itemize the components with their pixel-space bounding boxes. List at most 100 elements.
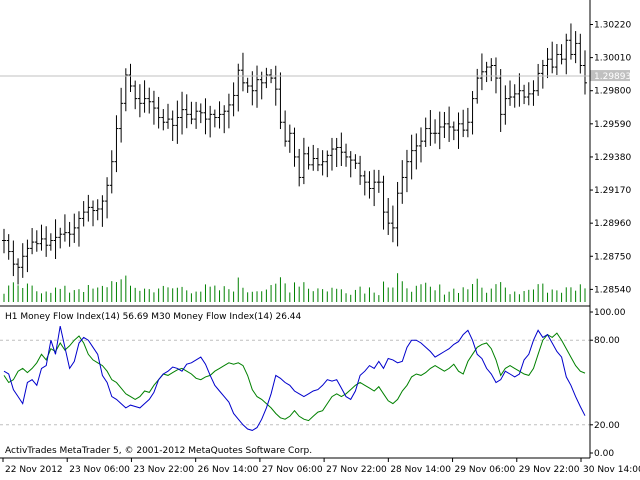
- mfi-h1-line: [3, 332, 586, 422]
- price-bar: [184, 94, 189, 129]
- price-bar: [554, 43, 559, 75]
- price-bar: [147, 87, 152, 114]
- time-tick-label: 28 Nov 14:00: [390, 465, 451, 475]
- price-bar: [344, 143, 349, 167]
- indicator-level-lines: [0, 339, 590, 426]
- indicator-label: H1 Money Flow Index(14) 56.69 M30 Money …: [5, 312, 302, 322]
- price-bar: [236, 63, 241, 112]
- price-bar: [334, 137, 339, 167]
- price-bar: [203, 98, 208, 135]
- price-bar: [461, 109, 466, 138]
- price-bar: [522, 84, 527, 105]
- price-bar: [194, 101, 199, 129]
- time-axis: 22 Nov 2012 23 Nov 06:00 23 Nov 22:00 26 No…: [2, 458, 640, 475]
- price-tick-label: 1.28540: [594, 285, 631, 295]
- price-bar: [278, 72, 283, 130]
- price-bar: [95, 199, 100, 221]
- price-tick-label: 1.29380: [594, 153, 631, 163]
- price-bar: [414, 133, 419, 170]
- mfi-m30-line: [3, 325, 586, 431]
- price-bar: [48, 233, 53, 251]
- price-bar: [287, 124, 292, 153]
- price-bar: [240, 52, 245, 92]
- price-bar: [25, 239, 30, 273]
- price-bar: [517, 73, 522, 107]
- price-bar: [105, 177, 110, 219]
- price-bars: [2, 23, 587, 285]
- price-bar: [175, 100, 180, 144]
- indicator-panel[interactable]: 100.00 80.00 20.00 0.00 H1 Money Flow Index…: [0, 308, 626, 459]
- price-bar: [128, 63, 133, 92]
- price-bar: [433, 119, 438, 144]
- price-bar: [489, 58, 494, 82]
- price-bar: [484, 61, 489, 83]
- price-bar: [400, 160, 405, 204]
- price-tick-label: 1.28750: [594, 252, 631, 262]
- price-bar: [564, 33, 569, 75]
- current-price-label: 1.29893: [594, 72, 631, 82]
- price-bar: [264, 67, 269, 89]
- price-bar: [306, 146, 311, 170]
- indicator-tick-label: 80.00: [594, 336, 620, 346]
- price-bar: [212, 109, 217, 128]
- time-tick-label: 30 Nov 14:00: [583, 465, 640, 475]
- price-bar: [151, 90, 156, 125]
- price-bar: [297, 148, 302, 187]
- price-bar: [395, 181, 400, 247]
- price-bar: [170, 110, 175, 142]
- price-bar: [292, 127, 297, 167]
- price-bar: [62, 214, 67, 242]
- price-bar: [283, 110, 288, 147]
- price-bar: [180, 91, 185, 135]
- price-bar: [348, 151, 353, 178]
- price-bar: [329, 137, 334, 171]
- price-bar: [20, 243, 25, 278]
- price-bar: [16, 258, 21, 285]
- price-bar: [362, 170, 367, 196]
- price-bar: [451, 121, 456, 141]
- price-bar: [53, 219, 58, 260]
- price-bar: [479, 53, 484, 91]
- price-tick-label: 1.30010: [594, 54, 631, 64]
- price-bar: [58, 227, 63, 249]
- price-bar: [231, 82, 236, 117]
- indicator-tick-label: 100.00: [594, 308, 626, 318]
- price-bar: [367, 171, 372, 199]
- price-bar: [109, 150, 114, 194]
- copyright-watermark: ActivTrades MetaTrader 5, © 2001-2012 Me…: [5, 446, 312, 456]
- price-tick-label: 1.29800: [594, 87, 631, 97]
- main-price-panel[interactable]: 1.30220 1.30010 1.29800 1.29590 1.29380 1.291…: [0, 20, 631, 302]
- price-bar: [315, 148, 320, 172]
- price-bar: [81, 201, 86, 227]
- price-bar: [423, 117, 428, 147]
- price-bar: [226, 93, 231, 129]
- price-bar: [165, 103, 170, 129]
- time-tick-label: 26 Nov 14:00: [198, 465, 259, 475]
- current-price-label-bg: [590, 70, 630, 82]
- price-bar: [320, 150, 325, 176]
- price-bar: [508, 80, 513, 106]
- price-bar: [419, 127, 424, 163]
- price-bar: [217, 101, 222, 129]
- price-bar: [583, 50, 587, 95]
- price-bar: [386, 198, 391, 235]
- price-bar: [475, 68, 480, 104]
- time-tick-label: 27 Nov 06:00: [262, 465, 323, 475]
- price-bar: [559, 44, 564, 65]
- price-bar: [161, 109, 166, 131]
- price-bar: [222, 105, 227, 134]
- price-tick-label: 1.29590: [594, 120, 631, 130]
- price-bar: [67, 221, 72, 247]
- price-bar: [390, 205, 395, 243]
- price-bar: [137, 84, 142, 118]
- volume-bars: [3, 273, 586, 302]
- price-bar: [465, 107, 470, 138]
- price-bar: [540, 59, 545, 89]
- price-bar: [11, 240, 16, 277]
- price-bar: [353, 154, 358, 169]
- price-bar: [536, 63, 541, 96]
- price-bar: [568, 23, 573, 60]
- price-tick-label: 1.28960: [594, 219, 631, 229]
